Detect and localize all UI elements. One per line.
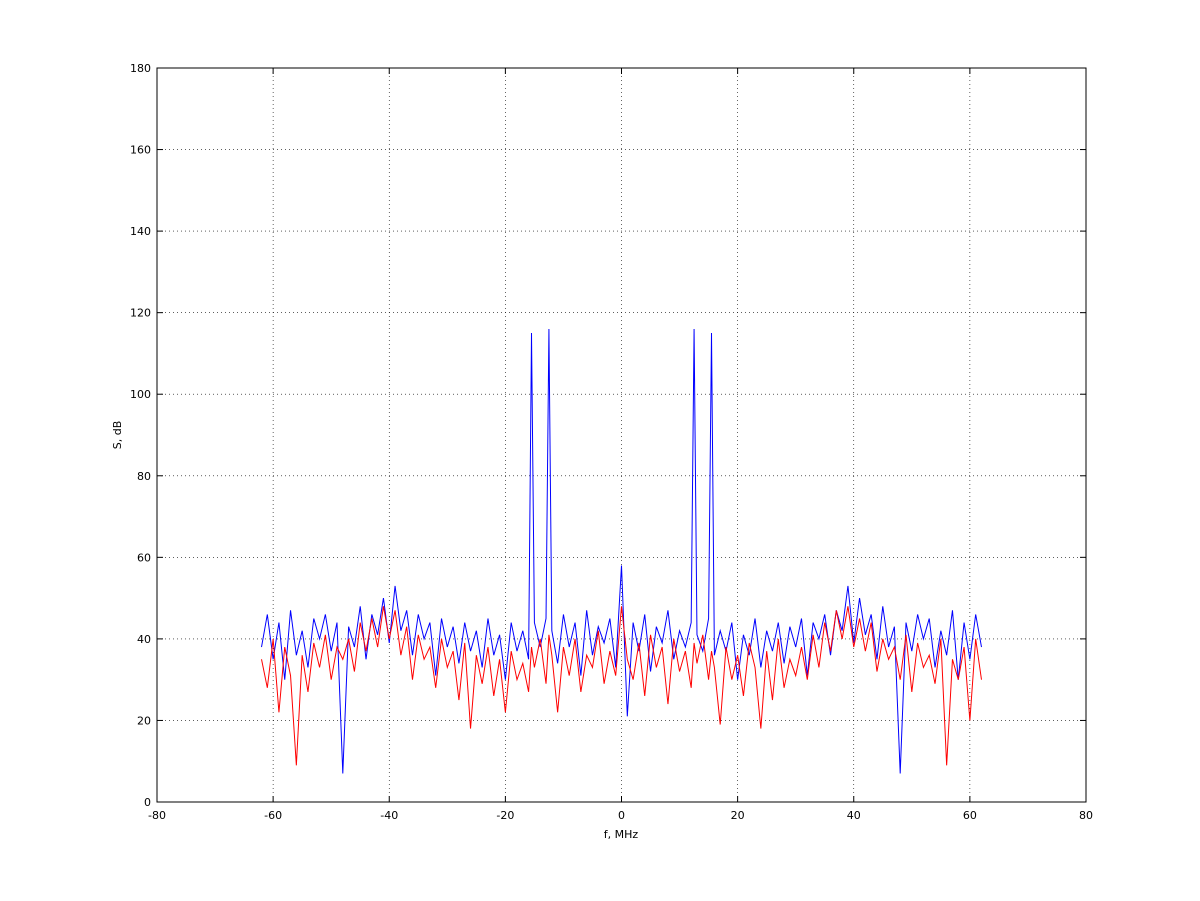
y-tick-label: 60 [137,551,151,564]
series-line [261,606,982,766]
series-line [261,328,982,774]
plot-frame [156,67,1087,803]
x-tick-label: -40 [380,809,398,822]
y-tick-label: 80 [137,470,151,483]
x-axis-label: f, MHz [604,828,639,841]
x-tick-label: -20 [496,809,514,822]
x-tick-label: 20 [731,809,745,822]
y-tick-label: 20 [137,714,151,727]
y-tick-label: 160 [130,144,151,157]
y-tick-label: 0 [144,796,151,809]
x-tick-label: -80 [148,809,166,822]
x-tick-label: 40 [847,809,861,822]
x-tick-label: 80 [1079,809,1093,822]
y-tick-label: 120 [130,307,151,320]
y-tick-label: 140 [130,225,151,238]
y-axis-label: S, dB [111,421,124,450]
x-tick-label: -60 [264,809,282,822]
y-tick-label: 100 [130,388,151,401]
y-tick-label: 180 [130,62,151,75]
x-tick-label: 60 [963,809,977,822]
x-tick-label: 0 [618,809,625,822]
y-tick-label: 40 [137,633,151,646]
